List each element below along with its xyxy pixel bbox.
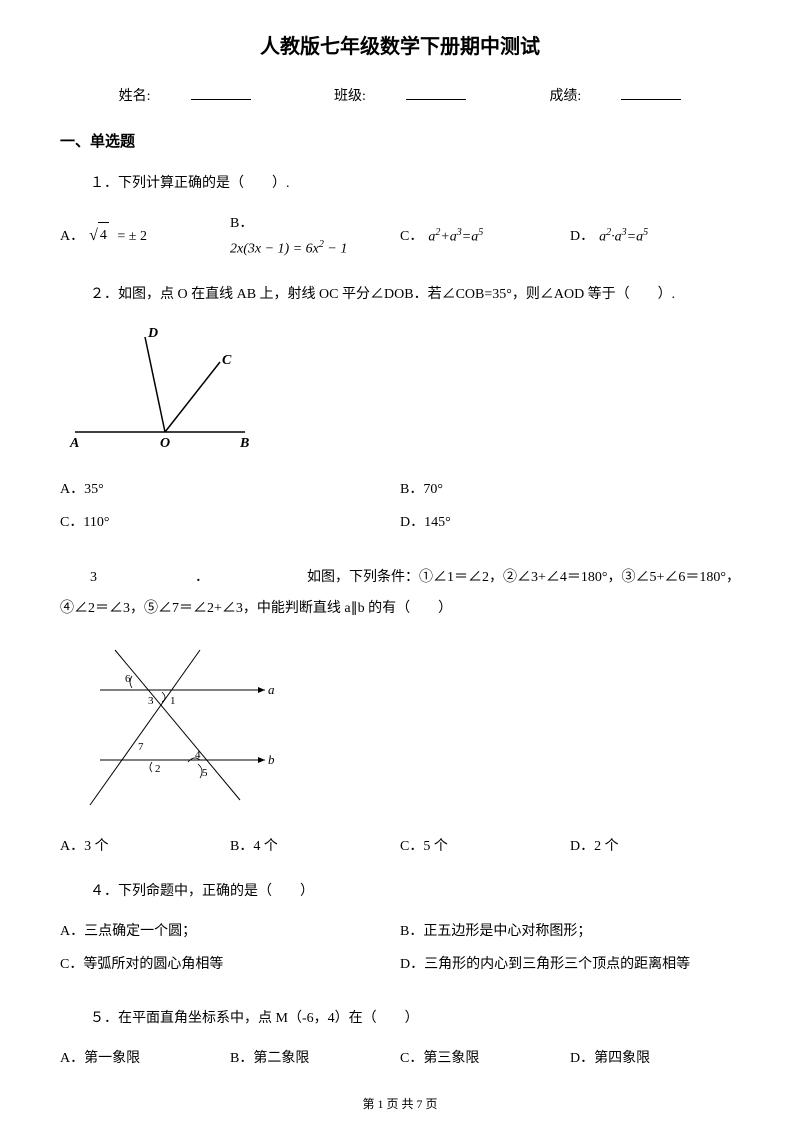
q1-options: A． √4 = ± 2 B． 2x(3x − 1) = 6x2 − 1 C． a… [60, 211, 740, 262]
q5-text: ５．在平面直角坐标系中，点 M（-6，4）在（ ） [60, 1006, 740, 1031]
question-4: ４．下列命题中，正确的是（ ） A．三点确定一个圆； B．正五边形是中心对称图形… [60, 879, 740, 986]
q5-opt-c: C．第三象限 [400, 1046, 570, 1071]
svg-text:O: O [160, 436, 170, 451]
question-3: 3 ． 如图，下列条件：①∠1＝∠2，②∠3+∠4＝180°，③∠5+∠6＝18… [60, 563, 740, 859]
q1-text: １．下列计算正确的是（ ）. [60, 171, 740, 196]
q4-opt-a: A．三点确定一个圆； [60, 919, 400, 944]
page-title: 人教版七年级数学下册期中测试 [60, 30, 740, 59]
section-header: 一、单选题 [60, 130, 740, 151]
q1-opt-d: D． a2·a3=a5 [570, 211, 740, 262]
page-footer: 第 1 页 共 7 页 [0, 1095, 800, 1112]
question-5: ５．在平面直角坐标系中，点 M（-6，4）在（ ） A．第一象限 B．第二象限 … [60, 1006, 740, 1071]
name-label: 姓名: [99, 84, 271, 105]
q3-opt-d: D．2 个 [570, 834, 740, 859]
q2-opt-c: C．110° [60, 510, 400, 535]
q2-options: A．35° B．70° C．110° D．145° [60, 477, 740, 543]
svg-text:a: a [268, 682, 275, 697]
q5-opt-d: D．第四象限 [570, 1046, 740, 1071]
q4-opt-b: B．正五边形是中心对称图形； [400, 919, 740, 944]
svg-text:A: A [69, 436, 79, 451]
q4-opt-c: C．等弧所对的圆心角相等 [60, 952, 400, 977]
q3-opt-b: B．4 个 [230, 834, 400, 859]
q1-opt-a: A． √4 = ± 2 [60, 211, 230, 262]
q3-opt-c: C．5 个 [400, 834, 570, 859]
q3-options: A．3 个 B．4 个 C．5 个 D．2 个 [60, 834, 740, 859]
q3-opt-a: A．3 个 [60, 834, 230, 859]
svg-text:4: 4 [195, 749, 201, 761]
svg-text:5: 5 [202, 767, 208, 779]
q1-opt-c: C． a2+a3=a5 [400, 211, 570, 262]
q4-opt-d: D．三角形的内心到三角形三个顶点的距离相等 [400, 952, 740, 977]
q2-diagram: A O B D C [60, 322, 740, 461]
q2-text: ２．如图，点 O 在直线 AB 上，射线 OC 平分∠DOB．若∠COB=35°… [60, 282, 740, 307]
q2-opt-d: D．145° [400, 510, 740, 535]
q2-opt-b: B．70° [400, 477, 740, 502]
q2-opt-a: A．35° [60, 477, 400, 502]
svg-text:b: b [268, 752, 275, 767]
q3-diagram: a b 6 3 1 7 2 4 5 [60, 640, 740, 819]
svg-text:7: 7 [138, 741, 144, 753]
question-2: ２．如图，点 O 在直线 AB 上，射线 OC 平分∠DOB．若∠COB=35°… [60, 282, 740, 543]
class-label: 班级: [314, 84, 486, 105]
q4-options: A．三点确定一个圆； B．正五边形是中心对称图形； C．等弧所对的圆心角相等 D… [60, 919, 740, 985]
svg-text:C: C [222, 353, 232, 368]
q5-opt-b: B．第二象限 [230, 1046, 400, 1071]
svg-text:3: 3 [148, 695, 154, 707]
svg-text:1: 1 [170, 695, 176, 707]
score-label: 成绩: [529, 84, 701, 105]
q3-text: 3 ． 如图，下列条件：①∠1＝∠2，②∠3+∠4＝180°，③∠5+∠6＝18… [60, 563, 740, 625]
svg-text:B: B [239, 436, 249, 451]
q5-opt-a: A．第一象限 [60, 1046, 230, 1071]
question-1: １．下列计算正确的是（ ）. A． √4 = ± 2 B． 2x(3x − 1)… [60, 171, 740, 262]
svg-text:2: 2 [155, 763, 161, 775]
q5-options: A．第一象限 B．第二象限 C．第三象限 D．第四象限 [60, 1046, 740, 1071]
student-info-row: 姓名: 班级: 成绩: [60, 84, 740, 105]
q4-text: ４．下列命题中，正确的是（ ） [60, 879, 740, 904]
q1-opt-b: B． 2x(3x − 1) = 6x2 − 1 [230, 211, 400, 262]
svg-text:D: D [147, 326, 158, 341]
